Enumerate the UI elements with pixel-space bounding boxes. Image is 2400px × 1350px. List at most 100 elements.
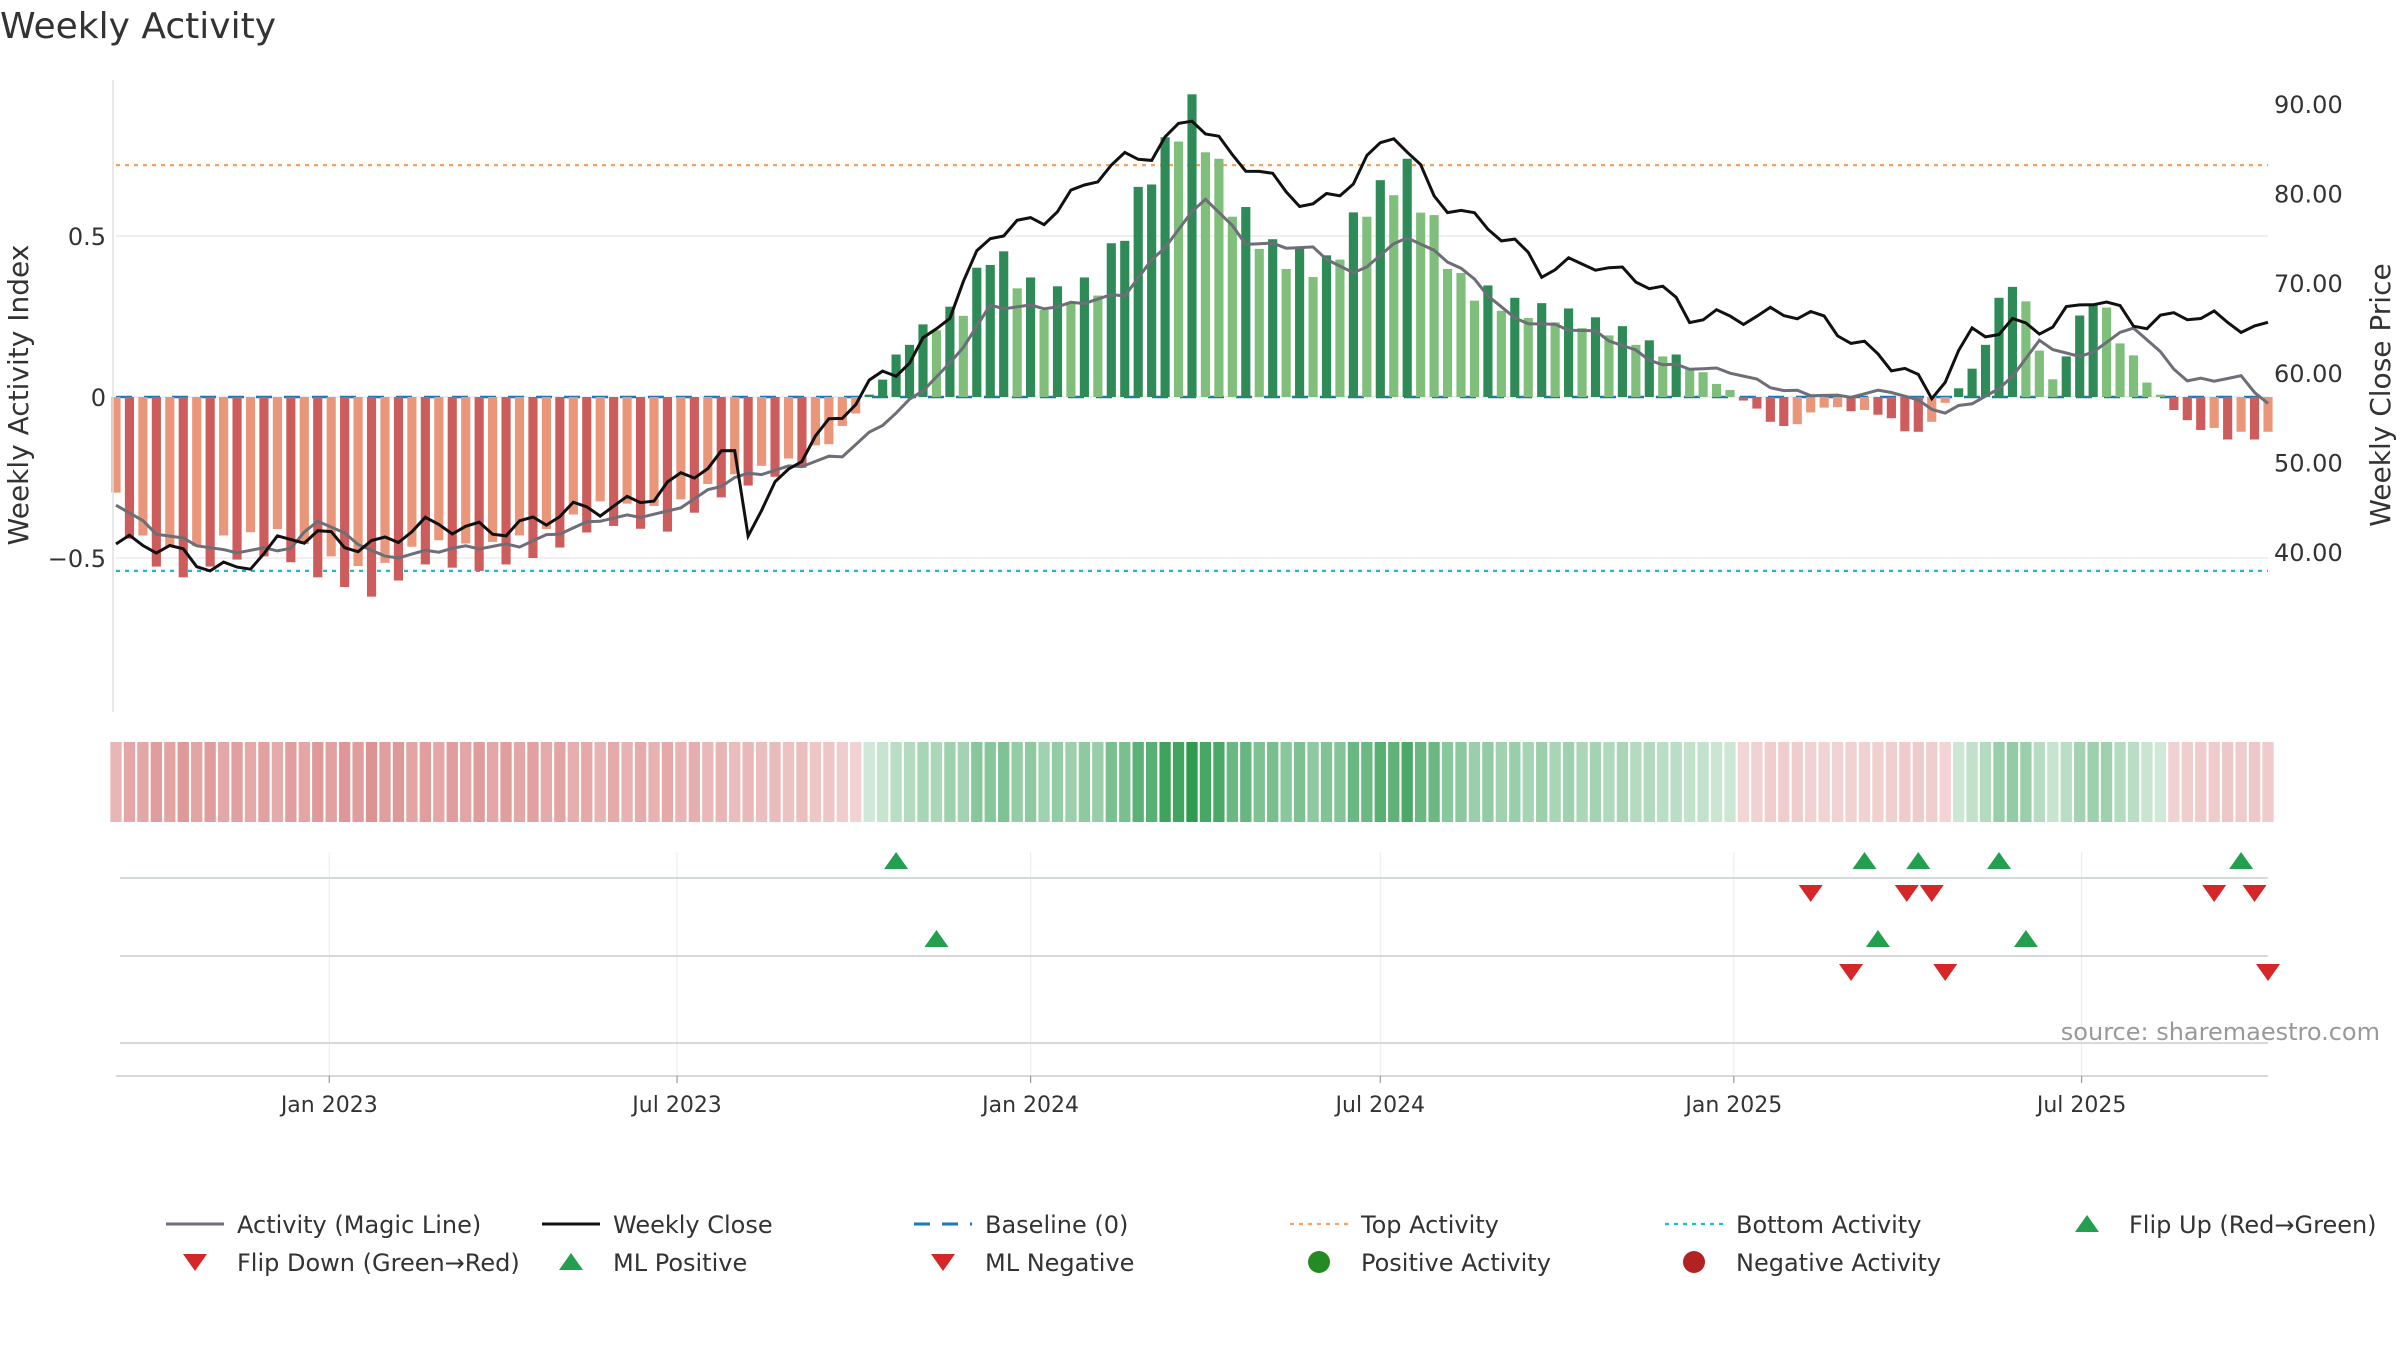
- activity-bar: [958, 315, 968, 397]
- legend: Activity (Magic Line) Weekly Close Baselin…: [166, 1211, 2377, 1277]
- activity-bar: [1496, 310, 1506, 397]
- heat-strip-cell: [890, 742, 902, 822]
- ml-positive-marker: [924, 930, 949, 947]
- activity-bar: [878, 379, 888, 397]
- activity-bar: [1900, 397, 1910, 432]
- heat-strip-cell: [231, 742, 243, 822]
- activity-bar: [931, 330, 942, 397]
- heat-strip-cell: [809, 742, 822, 822]
- heat-strip-cell: [1468, 742, 1481, 822]
- heat-strip-cell: [446, 742, 458, 822]
- heat-strip-cell: [1388, 742, 1400, 822]
- heat-strip-cell: [1347, 742, 1360, 822]
- activity-bar: [138, 397, 148, 536]
- flip-down-marker: [1894, 885, 1919, 902]
- activity-bar: [1147, 184, 1157, 397]
- heat-strip-cell: [581, 742, 593, 822]
- heat-strip-cell: [1051, 742, 1064, 822]
- activity-bar: [797, 397, 807, 468]
- activity-bars: [111, 94, 2273, 597]
- heat-strip-cell: [1092, 742, 1104, 822]
- source-note: source: sharemaestro.com: [2061, 1018, 2380, 1046]
- activity-bar: [2223, 397, 2233, 440]
- heat-strip-cell: [688, 742, 700, 822]
- heat-strip-cell: [352, 742, 364, 822]
- activity-bar: [1954, 388, 1964, 397]
- activity-bar: [1066, 302, 1076, 397]
- x-tick-label: Jul 2024: [1334, 1093, 1426, 1118]
- heat-strip-cell: [1401, 742, 1413, 822]
- heat-strip-cell: [325, 742, 337, 822]
- y2-tick-label: 60.00: [2274, 360, 2343, 388]
- heat-strip-cell: [164, 742, 176, 822]
- heat-strip-cell: [2141, 742, 2153, 822]
- activity-bar: [1295, 247, 1305, 397]
- legend-item: Baseline (0): [914, 1211, 1128, 1239]
- heat-strip-cell: [1482, 742, 1494, 822]
- heat-strip-cell: [1684, 742, 1696, 822]
- heat-strip-cell: [984, 742, 996, 822]
- heat-strip-cell: [339, 742, 351, 822]
- activity-bar: [1765, 397, 1775, 422]
- activity-bar: [1604, 335, 1614, 397]
- heat-strip-cell: [244, 742, 257, 822]
- heat-strip-cell: [863, 742, 875, 822]
- activity-bar: [1806, 397, 1816, 413]
- activity-bar: [2034, 350, 2044, 397]
- activity-bar: [1173, 141, 1184, 397]
- heat-strip-cell: [1213, 742, 1225, 822]
- heat-strip-cell: [1562, 742, 1575, 822]
- activity-bar: [2155, 394, 2165, 397]
- heat-strip-cell: [1549, 742, 1561, 822]
- heat-strip-cell: [1428, 742, 1440, 822]
- heat-strip-cell: [1630, 742, 1642, 822]
- legend-item: Activity (Magic Line): [166, 1211, 481, 1239]
- activity-bar: [2142, 382, 2152, 397]
- activity-bar: [1671, 354, 1681, 397]
- heat-strip-cell: [1953, 742, 1965, 822]
- activity-bar: [1268, 239, 1278, 397]
- activity-bar: [1617, 326, 1627, 397]
- activity-bar: [353, 397, 363, 567]
- activity-bar: [447, 397, 457, 568]
- activity-bar: [662, 397, 673, 532]
- activity-bar: [1994, 297, 2004, 397]
- activity-bar: [635, 397, 646, 529]
- heat-strip-cell: [621, 742, 633, 822]
- activity-bar: [2209, 397, 2219, 428]
- legend-label: Top Activity: [1360, 1211, 1499, 1239]
- series-lines: [115, 119, 2269, 573]
- activity-bar: [366, 397, 377, 597]
- activity-bar: [1362, 216, 1372, 397]
- heat-strip-cell: [634, 742, 647, 822]
- y-tick-label: 0.5: [68, 223, 106, 251]
- heat-strip-cell: [1065, 742, 1077, 822]
- heat-strip-cell: [1011, 742, 1023, 822]
- activity-bar: [2102, 307, 2112, 397]
- activity-bar: [1160, 137, 1170, 397]
- heat-strip-cell: [1710, 742, 1723, 822]
- activity-bar: [272, 397, 282, 530]
- activity-bar: [757, 397, 767, 466]
- heat-strip-cell: [1872, 742, 1884, 822]
- heat-strip-cell: [285, 742, 297, 822]
- activity-bar: [299, 397, 309, 545]
- heat-strip-cell: [1724, 742, 1736, 822]
- heat-strip-cell: [1495, 742, 1507, 822]
- activity-bar: [192, 397, 202, 547]
- heat-strip-cell: [1845, 742, 1857, 822]
- activity-bar: [1779, 397, 1789, 426]
- legend-swatch: [1308, 1251, 1330, 1273]
- activity-bar: [1792, 397, 1802, 425]
- flip-down-marker: [1919, 885, 1944, 902]
- activity-bar: [1564, 308, 1574, 397]
- activity-bar: [340, 397, 350, 587]
- activity-bar: [111, 397, 121, 493]
- activity-bar: [1200, 152, 1211, 397]
- activity-bar: [1348, 212, 1358, 397]
- heat-strip-cell: [2100, 742, 2113, 822]
- x-tick-label: Jan 2024: [980, 1093, 1079, 1118]
- legend-item: Weekly Close: [542, 1211, 773, 1239]
- activity-bar: [1254, 248, 1264, 397]
